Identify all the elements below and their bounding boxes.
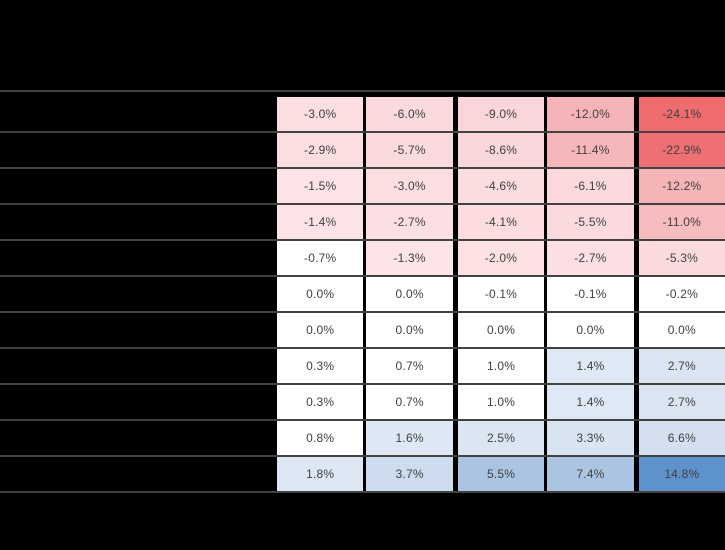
heatmap-cell: -6.1% <box>544 169 634 203</box>
row-label <box>0 385 274 419</box>
table-row: -1.4% -2.7% -4.1% -5.5% -11.0% <box>0 205 725 241</box>
heatmap-cell: -24.1% <box>633 97 725 131</box>
heatmap-cell: 1.0% <box>452 385 545 419</box>
heatmap-cell: -2.9% <box>274 133 364 167</box>
heatmap-cell: 0.0% <box>363 313 453 347</box>
table-row: 0.0% 0.0% 0.0% 0.0% 0.0% <box>0 313 725 349</box>
table-row: 0.3% 0.7% 1.0% 1.4% 2.7% <box>0 385 725 421</box>
table-row: 1.8% 3.7% 5.5% 7.4% 14.8% <box>0 457 725 493</box>
row-label <box>0 169 274 203</box>
title-area <box>0 0 725 90</box>
heatmap-cell: -12.2% <box>633 169 725 203</box>
row-label <box>0 421 274 455</box>
heatmap-cell: 0.3% <box>274 385 364 419</box>
table-row: 0.0% 0.0% -0.1% -0.1% -0.2% <box>0 277 725 313</box>
heatmap-cell: -1.5% <box>274 169 364 203</box>
heatmap-cell: 6.6% <box>633 421 725 455</box>
row-label <box>0 349 274 383</box>
heatmap-cell: 0.0% <box>363 277 453 311</box>
heatmap-cell: -6.0% <box>363 97 453 131</box>
heatmap-cell: -5.3% <box>633 241 725 275</box>
heatmap-cell: 1.8% <box>274 457 364 491</box>
heatmap-cell: -2.7% <box>544 241 634 275</box>
footer-area <box>0 493 725 548</box>
heatmap-cell: -12.0% <box>544 97 634 131</box>
heatmap-cell: 0.7% <box>363 385 453 419</box>
heatmap-cell: 0.0% <box>274 277 364 311</box>
heatmap-cell: 0.0% <box>452 313 545 347</box>
heatmap-cell: 0.0% <box>544 313 634 347</box>
heatmap-cell: 2.7% <box>633 349 725 383</box>
heatmap-cell: 2.5% <box>452 421 545 455</box>
table-row: 0.3% 0.7% 1.0% 1.4% 2.7% <box>0 349 725 385</box>
row-label <box>0 313 274 347</box>
row-label <box>0 277 274 311</box>
heatmap-cell: -2.0% <box>452 241 545 275</box>
heatmap-cell: -0.1% <box>544 277 634 311</box>
table-row: 0.8% 1.6% 2.5% 3.3% 6.6% <box>0 421 725 457</box>
heatmap-cell: -5.7% <box>363 133 453 167</box>
heatmap-cell: -0.2% <box>633 277 725 311</box>
heatmap-cell: -8.6% <box>452 133 545 167</box>
heatmap-cell: -1.3% <box>363 241 453 275</box>
table-row: -0.7% -1.3% -2.0% -2.7% -5.3% <box>0 241 725 277</box>
heatmap-cell: 1.6% <box>363 421 453 455</box>
heatmap-cell: -11.0% <box>633 205 725 239</box>
heatmap-cell: -4.1% <box>452 205 545 239</box>
heatmap-cell: 3.3% <box>544 421 634 455</box>
table-row: -1.5% -3.0% -4.6% -6.1% -12.2% <box>0 169 725 205</box>
heatmap-cell: -3.0% <box>274 97 364 131</box>
heatmap-cell: -4.6% <box>452 169 545 203</box>
row-label <box>0 241 274 275</box>
heatmap-cell: 3.7% <box>363 457 453 491</box>
table-row: -3.0% -6.0% -9.0% -12.0% -24.1% <box>0 97 725 133</box>
heatmap-cell: -1.4% <box>274 205 364 239</box>
heatmap-cell: 0.3% <box>274 349 364 383</box>
row-label <box>0 457 274 491</box>
heatmap-cell: 0.8% <box>274 421 364 455</box>
heatmap-table: -3.0% -6.0% -9.0% -12.0% -24.1% -2.9% -5.7% -8.… <box>0 90 725 493</box>
heatmap-cell: 5.5% <box>452 457 545 491</box>
heatmap-cell: 14.8% <box>633 457 725 491</box>
heatmap-cell: -3.0% <box>363 169 453 203</box>
heatmap-cell: -22.9% <box>633 133 725 167</box>
heatmap-cell: 2.7% <box>633 385 725 419</box>
heatmap-cell: -11.4% <box>544 133 634 167</box>
heatmap-cell: 1.4% <box>544 349 634 383</box>
row-label <box>0 97 274 131</box>
row-label <box>0 205 274 239</box>
heatmap-cell: 1.4% <box>544 385 634 419</box>
heatmap-cell: 1.0% <box>452 349 545 383</box>
heatmap-cell: -0.7% <box>274 241 364 275</box>
table-row: -2.9% -5.7% -8.6% -11.4% -22.9% <box>0 133 725 169</box>
heatmap-cell: -9.0% <box>452 97 545 131</box>
heatmap-cell: -2.7% <box>363 205 453 239</box>
heatmap-cell: 0.0% <box>274 313 364 347</box>
heatmap-cell: 0.7% <box>363 349 453 383</box>
row-label <box>0 133 274 167</box>
heatmap-cell: -0.1% <box>452 277 545 311</box>
heatmap-cell: -5.5% <box>544 205 634 239</box>
heatmap-cell: 0.0% <box>633 313 725 347</box>
heatmap-cell: 7.4% <box>544 457 634 491</box>
